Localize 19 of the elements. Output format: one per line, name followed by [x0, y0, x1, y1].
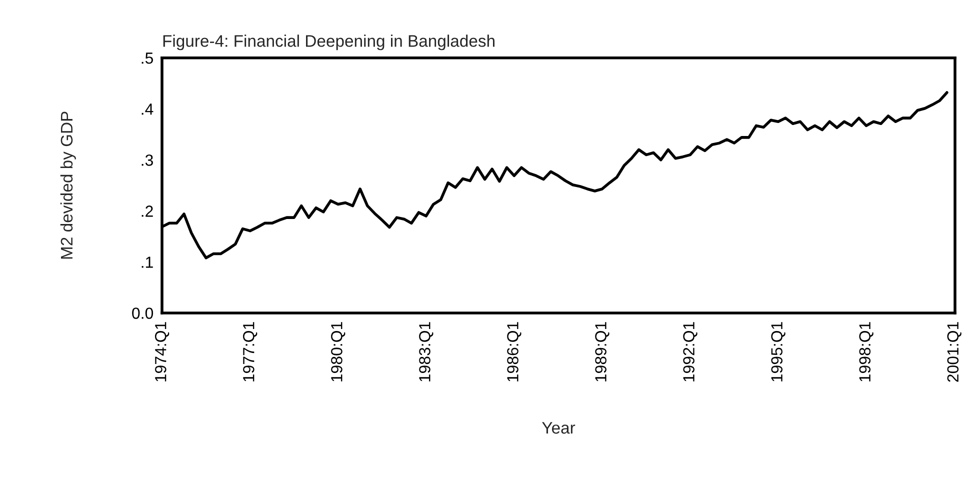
x-tick-label: 1989:Q1: [595, 322, 610, 382]
x-axis-title: Year: [542, 422, 576, 434]
x-tick-label: 1995:Q1: [771, 322, 786, 382]
y-tick-label: .4: [142, 104, 154, 115]
x-tick-label: 1992:Q1: [683, 322, 698, 382]
y-tick-label: .2: [142, 206, 153, 217]
y-axis-title: M2 devided by GDP: [60, 112, 76, 259]
y-tick-label: 0.0: [132, 308, 154, 319]
x-tick-label: 1998:Q1: [859, 322, 874, 382]
x-tick-label: 1977:Q1: [243, 322, 258, 382]
x-tick-label: 1986:Q1: [507, 322, 522, 382]
x-tick-label: 2001:Q1: [947, 322, 962, 382]
y-tick-label: .1: [142, 256, 153, 268]
x-tick-label: 1974:Q1: [154, 322, 170, 382]
y-tick-label: .3: [142, 154, 153, 166]
x-tick-label: 1983:Q1: [419, 322, 434, 382]
chart-title: Figure-4: Financial Deepening in Bangladesh: [163, 34, 494, 50]
x-tick-label: 1980:Q1: [331, 322, 346, 382]
y-tick-label: .5: [142, 52, 154, 64]
